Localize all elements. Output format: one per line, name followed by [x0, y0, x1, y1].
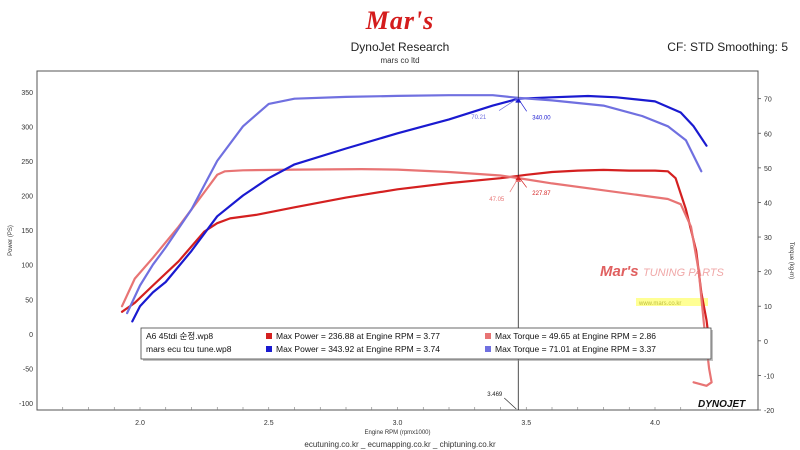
y-tick-label: 0	[29, 332, 33, 339]
legend-swatch-torque	[485, 346, 491, 352]
watermark-url-highlight	[636, 298, 708, 306]
run1-torque-line	[120, 168, 713, 387]
legend-run-name: A6 45tdi 순정.wp8	[146, 331, 213, 341]
y-tick-label: 250	[21, 159, 33, 166]
y2-tick-label: 20	[764, 270, 772, 277]
legend-max-torque: Max Torque = 71.01 at Engine RPM = 3.37	[495, 344, 656, 354]
x-tick-label: 4.0	[650, 420, 660, 427]
y2-tick-label: 0	[764, 339, 768, 346]
legend-max-torque: Max Torque = 49.65 at Engine RPM = 2.86	[495, 331, 656, 341]
y-tick-label: 50	[25, 297, 33, 304]
annotation-marker	[515, 176, 522, 181]
annotation-label: 227.87	[532, 191, 551, 197]
y-axis-label: Power (PS)	[8, 225, 14, 256]
annotation-marker	[515, 98, 522, 103]
y2-tick-label: -20	[764, 408, 774, 415]
y2-axis-label: Torque (kg-m)	[788, 242, 794, 279]
chart-subtitle: mars co ltd	[380, 56, 420, 65]
dynojet-badge: DYNOJET	[698, 399, 746, 410]
legend-run-name: mars ecu tcu tune.wp8	[146, 344, 232, 354]
series-lines	[120, 94, 713, 387]
legend-swatch-power	[266, 346, 272, 352]
cursor-rpm-label: 3.469	[487, 392, 503, 398]
y2-tick-label: 10	[764, 304, 772, 311]
footer-websites: ecutuning.co.kr _ ecumapping.co.kr _ chi…	[304, 440, 496, 449]
watermark: Mar's TUNING PARTS www.mars.co.kr DYNOJET	[600, 263, 746, 410]
y2-tick-label: 70	[764, 97, 772, 104]
legend: A6 45tdi 순정.wp8 Max Power = 236.88 at Eng…	[140, 327, 713, 361]
y-tick-label: -50	[23, 366, 33, 373]
x-tick-label: 3.0	[393, 420, 403, 427]
run2-torque-line	[125, 94, 703, 315]
y-tick-label: 300	[21, 124, 33, 131]
legend-max-power: Max Power = 236.88 at Engine RPM = 3.77	[276, 331, 440, 341]
mars-logo: Mar's	[365, 6, 435, 35]
annotation-label: 70.21	[471, 115, 487, 121]
watermark-url: www.mars.co.kr	[638, 301, 681, 307]
y2-tick-label: 50	[764, 166, 772, 173]
legend-max-power: Max Power = 343.92 at Engine RPM = 3.74	[276, 344, 440, 354]
annotation-label: 340.00	[532, 116, 551, 122]
y-tick-label: 200	[21, 194, 33, 201]
cursor-rpm-pointer	[504, 397, 517, 410]
y-tick-label: 350	[21, 90, 33, 97]
correction-factor-label: CF: STD Smoothing: 5	[667, 40, 788, 54]
y2-tick-label: 60	[764, 131, 772, 138]
x-tick-label: 2.5	[264, 420, 274, 427]
axes: -100-50050100150200250300350-20-10010203…	[8, 70, 794, 436]
run2-power-line	[131, 94, 708, 323]
x-tick-label: 3.5	[521, 420, 531, 427]
watermark-suffix: TUNING PARTS	[643, 267, 725, 279]
watermark-brand: Mar's	[600, 263, 639, 280]
annotation-pointer	[498, 97, 519, 111]
legend-swatch-torque	[485, 333, 491, 339]
y2-tick-label: 40	[764, 200, 772, 207]
legend-swatch-power	[266, 333, 272, 339]
legend-box	[140, 327, 712, 360]
y-tick-label: 100	[21, 263, 33, 270]
x-tick-label: 2.0	[135, 420, 145, 427]
y2-tick-label: -10	[764, 373, 774, 380]
annotation-label: 47.05	[489, 197, 505, 203]
y2-tick-label: 30	[764, 235, 772, 242]
x-axis-label: Engine RPM (rpmx1000)	[364, 430, 430, 436]
chart-title: DynoJet Research	[350, 40, 450, 54]
y-tick-label: -100	[19, 401, 33, 408]
y-tick-label: 150	[21, 228, 33, 235]
